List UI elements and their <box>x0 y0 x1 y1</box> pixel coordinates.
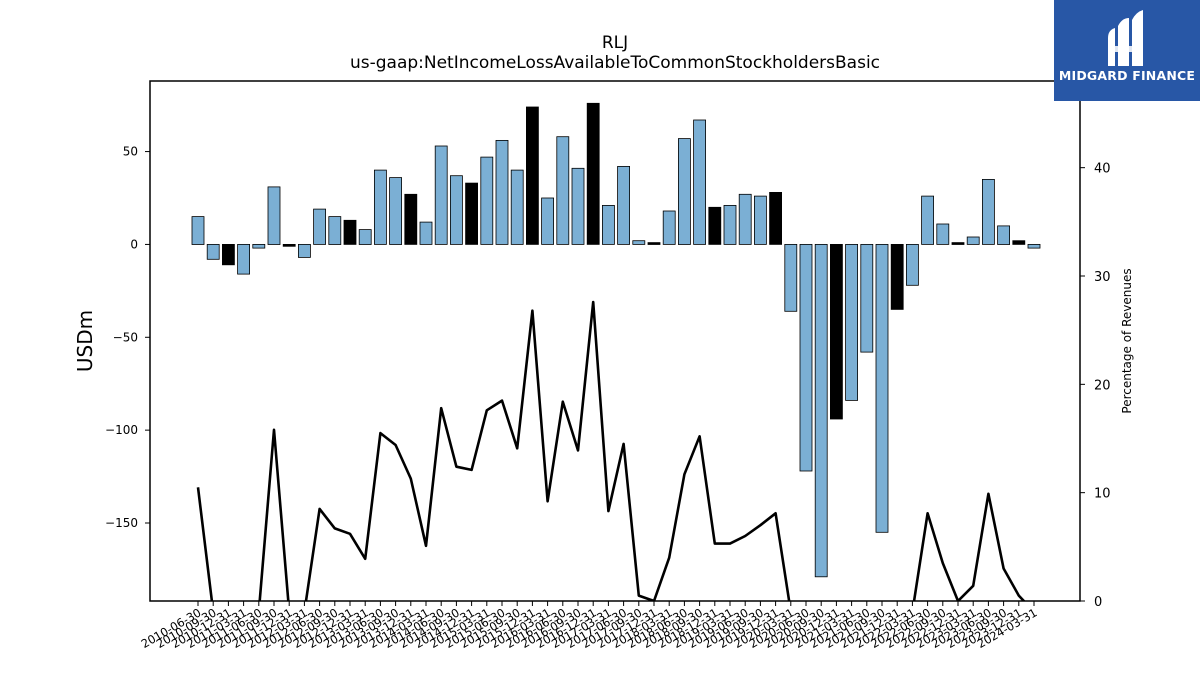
brand-logo: MIDGARD FINANCE <box>1054 0 1200 101</box>
bar-2018-06-30 <box>678 138 691 245</box>
bar-2020-03-31 <box>784 243 798 312</box>
bar-2016-03-31 <box>541 197 554 245</box>
bar-2013-06-30 <box>373 169 387 245</box>
bar-2011-09-30 <box>267 186 281 245</box>
bar-2014-06-30 <box>434 145 448 245</box>
bar-2018-03-31 <box>662 210 676 245</box>
y2-axis-label: Percentage of Revenues <box>1120 268 1134 413</box>
bar-2019-03-31 <box>723 204 737 245</box>
y-axis-label: USDm <box>73 310 97 372</box>
bar-2016-09-30 <box>571 167 585 245</box>
bar-2020-12-31 <box>830 243 843 420</box>
plot-frame <box>149 80 1081 602</box>
percentage-line <box>196 300 1026 601</box>
bar-2012-06-30 <box>313 208 327 245</box>
bar-2010-09-30 <box>206 243 220 260</box>
bar-2015-12-31 <box>526 106 539 245</box>
bar-2014-03-31 <box>419 221 433 245</box>
bar-2021-12-31 <box>890 243 904 310</box>
bar-2020-06-30 <box>799 243 813 472</box>
bar-2013-03-31 <box>358 229 372 245</box>
bar-2019-12-31 <box>769 191 782 245</box>
bar-2019-09-30 <box>754 195 767 245</box>
bar-2018-12-31 <box>708 206 722 245</box>
chart-title: RLJ <box>602 33 628 53</box>
bar-2010-12-31 <box>221 243 235 266</box>
bar-2016-06-30 <box>556 136 570 245</box>
bar-2016-12-31 <box>586 102 600 245</box>
bar-2012-09-30 <box>328 216 342 245</box>
bar-2021-06-30 <box>860 243 874 353</box>
bar-2018-09-30 <box>693 119 706 245</box>
y-tick-label: 0 <box>130 237 138 251</box>
y-tick-label: −50 <box>113 330 138 344</box>
y2-tick-label: 10 <box>1094 487 1111 502</box>
bar-2022-03-31 <box>906 243 919 286</box>
bar-2012-12-31 <box>343 219 357 245</box>
bar-2023-03-31 <box>966 236 980 245</box>
bar-2010-06-30 <box>191 216 205 245</box>
bar-2013-12-31 <box>404 193 418 245</box>
y2-tick-label: 20 <box>1094 378 1111 393</box>
line-group <box>196 300 1026 601</box>
bar-2024-03-31 <box>1027 243 1041 249</box>
bar-2019-06-30 <box>738 193 752 245</box>
y-tick-label: −150 <box>105 516 138 530</box>
bar-2011-06-30 <box>252 243 266 249</box>
bar-2022-12-31 <box>951 242 965 245</box>
bars-group <box>191 102 1041 578</box>
bar-2012-03-31 <box>297 243 311 258</box>
bar-2020-09-30 <box>814 243 828 578</box>
bar-2023-09-30 <box>997 225 1010 245</box>
bar-2021-03-31 <box>845 243 858 401</box>
bar-2017-03-31 <box>602 204 615 245</box>
bar-2015-06-30 <box>495 139 509 245</box>
y2-tick-label: 40 <box>1094 162 1111 177</box>
chart-subtitle: us-gaap:NetIncomeLossAvailableToCommonSt… <box>350 53 880 73</box>
bar-2022-09-30 <box>936 223 950 245</box>
bar-2011-03-31 <box>237 243 251 275</box>
y-tick-label: −100 <box>105 423 138 437</box>
bar-2017-09-30 <box>632 240 646 245</box>
bar-2022-06-30 <box>921 195 934 245</box>
bar-2017-06-30 <box>617 165 630 245</box>
brand-name: MIDGARD FINANCE <box>1058 68 1196 83</box>
y2-tick-label: 0 <box>1094 595 1102 610</box>
bar-2021-09-30 <box>875 243 889 533</box>
bar-2011-12-31 <box>282 243 296 247</box>
bar-2015-09-30 <box>510 169 524 245</box>
bar-2014-09-30 <box>449 175 463 245</box>
y2-tick-label: 30 <box>1094 270 1111 285</box>
y-tick-label: 50 <box>123 145 138 159</box>
bar-2013-09-30 <box>389 177 403 245</box>
midgard-logo-icon <box>1108 10 1143 66</box>
bar-2023-06-30 <box>982 178 995 245</box>
bar-2023-12-31 <box>1012 240 1026 245</box>
axes-group: 500−50−100−1500102030402010-06-302010-09… <box>105 80 1111 651</box>
bar-2015-03-31 <box>480 156 494 245</box>
bar-2014-12-31 <box>465 182 479 245</box>
bar-2017-12-31 <box>647 242 661 245</box>
